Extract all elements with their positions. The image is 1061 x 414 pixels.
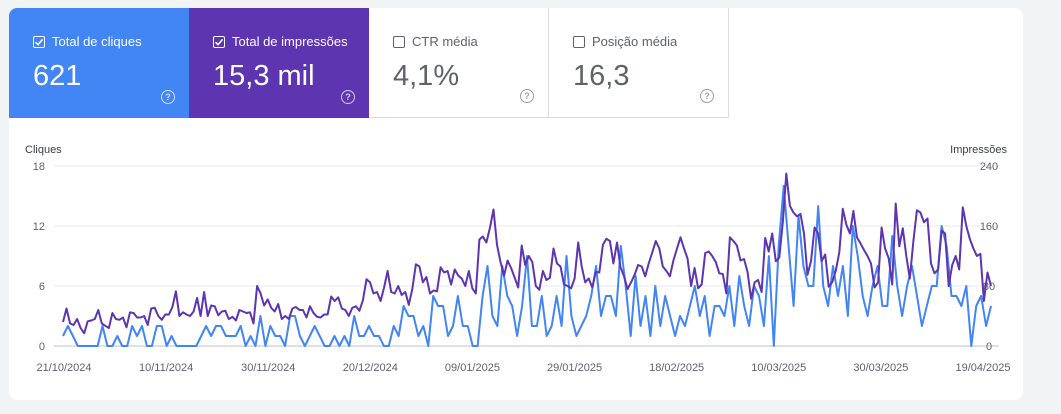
- x-tick-label: 09/01/2025: [445, 362, 500, 374]
- series-line-impress-es: [62, 172, 992, 335]
- help-icon[interactable]: ?: [520, 89, 534, 103]
- x-tick-label: 21/10/2024: [36, 362, 91, 374]
- x-tick-label: 20/12/2024: [343, 362, 398, 374]
- x-tick-label: 18/02/2025: [649, 362, 704, 374]
- performance-panel: Total de cliques 621 ? Total de impressõ…: [9, 8, 1023, 400]
- metric-value: 4,1%: [393, 60, 460, 92]
- right-tick-label: 0: [986, 341, 992, 353]
- metric-card-total-clicks[interactable]: Total de cliques 621 ?: [9, 8, 189, 118]
- chart-lines: [62, 172, 992, 347]
- checkbox-unchecked-icon[interactable]: [573, 35, 585, 48]
- x-tick-label: 30/11/2024: [241, 362, 295, 374]
- left-axis-label: Cliques: [25, 144, 62, 156]
- left-tick-label: 18: [33, 161, 45, 173]
- metric-card-avg-position[interactable]: Posição média 16,3 ?: [549, 8, 729, 118]
- x-tick-label: 30/03/2025: [853, 362, 908, 374]
- performance-chart: Cliques Impressões 18126024016080021/10/…: [25, 144, 1011, 374]
- checkbox-checked-icon[interactable]: [33, 35, 45, 48]
- metric-card-ctr[interactable]: CTR média 4,1% ?: [369, 8, 549, 118]
- metric-value: 16,3: [573, 60, 630, 92]
- x-tick-label: 10/11/2024: [139, 362, 193, 374]
- x-tick-label: 29/01/2025: [547, 362, 602, 374]
- checkbox-checked-icon[interactable]: [213, 35, 225, 48]
- checkbox-unchecked-icon[interactable]: [393, 35, 405, 48]
- metric-cards: Total de cliques 621 ? Total de impressõ…: [9, 8, 729, 118]
- metric-card-total-impressions[interactable]: Total de impressões 15,3 mil ?: [189, 8, 369, 118]
- metric-value: 15,3 mil: [213, 60, 315, 92]
- metric-value: 621: [33, 60, 82, 92]
- metric-card-header: CTR média: [393, 34, 478, 49]
- left-tick-label: 12: [33, 221, 45, 233]
- left-tick-label: 6: [39, 281, 45, 293]
- series-line-cliques: [62, 185, 992, 347]
- x-tick-label: 19/04/2025: [955, 362, 1010, 374]
- x-tick-label: 10/03/2025: [751, 362, 806, 374]
- right-tick-label: 240: [980, 161, 998, 173]
- right-axis-label: Impressões: [950, 144, 1007, 156]
- right-tick-label: 160: [980, 221, 998, 233]
- metric-card-header: Total de impressões: [213, 34, 348, 49]
- help-icon[interactable]: ?: [341, 90, 355, 104]
- help-icon[interactable]: ?: [700, 89, 714, 103]
- left-tick-label: 0: [39, 341, 45, 353]
- metric-card-header: Total de cliques: [33, 34, 142, 49]
- help-icon[interactable]: ?: [161, 90, 175, 104]
- metric-card-header: Posição média: [573, 34, 677, 49]
